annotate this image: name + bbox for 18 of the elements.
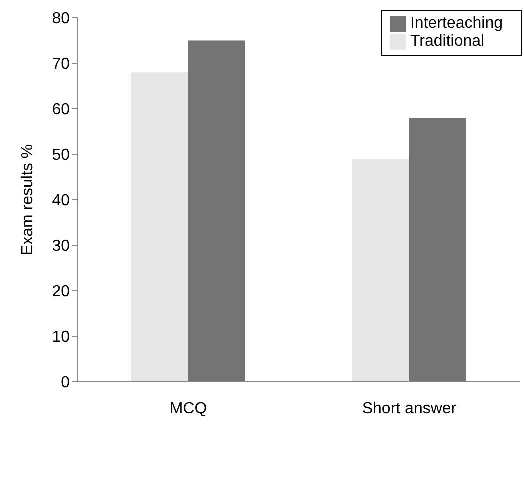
y-tick-label: 40: [52, 192, 70, 210]
x-tick-label: MCQ: [170, 400, 208, 418]
y-tick-label: 30: [52, 238, 70, 256]
y-axis-title: Exam results %: [20, 144, 37, 256]
y-tick-label: 70: [52, 56, 70, 74]
y-tick-label: 10: [52, 329, 70, 346]
y-tick-label: 60: [52, 102, 70, 119]
y-tick-label: 50: [52, 147, 70, 164]
legend-label: Interteaching: [410, 15, 503, 32]
y-tick-label: 20: [52, 284, 70, 301]
y-tick-label: 80: [52, 10, 70, 28]
bar: [188, 40, 246, 382]
bar: [352, 159, 410, 382]
bar: [409, 118, 466, 382]
y-tick-label: 0: [61, 374, 70, 392]
legend-label: Traditional: [410, 33, 485, 50]
bar: [131, 72, 188, 382]
x-tick-label: Short answer: [362, 400, 458, 418]
